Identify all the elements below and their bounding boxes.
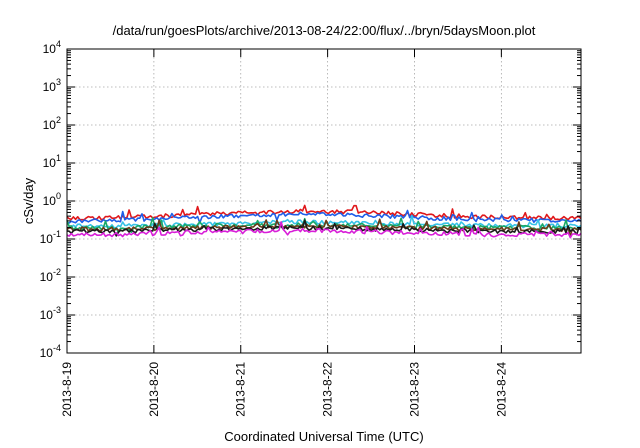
y-tick-label: 104	[43, 39, 61, 56]
grid	[67, 49, 581, 353]
x-tick-label: 2013-8-21	[234, 362, 248, 417]
x-axis-label: Coordinated Universal Time (UTC)	[224, 429, 423, 444]
x-tick-label: 2013-8-23	[407, 362, 421, 417]
x-tick-labels: 2013-8-19 2013-8-20 2013-8-21 2013-8-22 2013…	[60, 362, 508, 417]
y-tick-label: 102	[43, 115, 61, 132]
chart-title: /data/run/goesPlots/archive/2013-08-24/2…	[113, 23, 536, 38]
y-tick-label: 103	[43, 77, 61, 94]
series-line-7	[66, 221, 582, 239]
series-layer	[66, 204, 582, 239]
y-tick-label: 10-3	[40, 305, 61, 322]
y-tick-label: 101	[43, 153, 61, 170]
x-tick-label: 2013-8-24	[494, 362, 508, 417]
y-tick-labels: 104 103 102 101 100 10-1 10-2 10-3 10-4	[40, 39, 61, 360]
y-tick-label: 10-4	[40, 343, 61, 360]
x-tick-label: 2013-8-19	[60, 362, 74, 417]
y-tick-label: 10-2	[40, 267, 61, 284]
x-tick-label: 2013-8-20	[147, 362, 161, 417]
ticks	[66, 48, 581, 354]
x-tick-label: 2013-8-22	[321, 362, 335, 417]
y-axis-label: cSv/day	[21, 177, 36, 224]
y-tick-label: 100	[43, 191, 61, 208]
y-tick-label: 10-1	[40, 229, 61, 246]
